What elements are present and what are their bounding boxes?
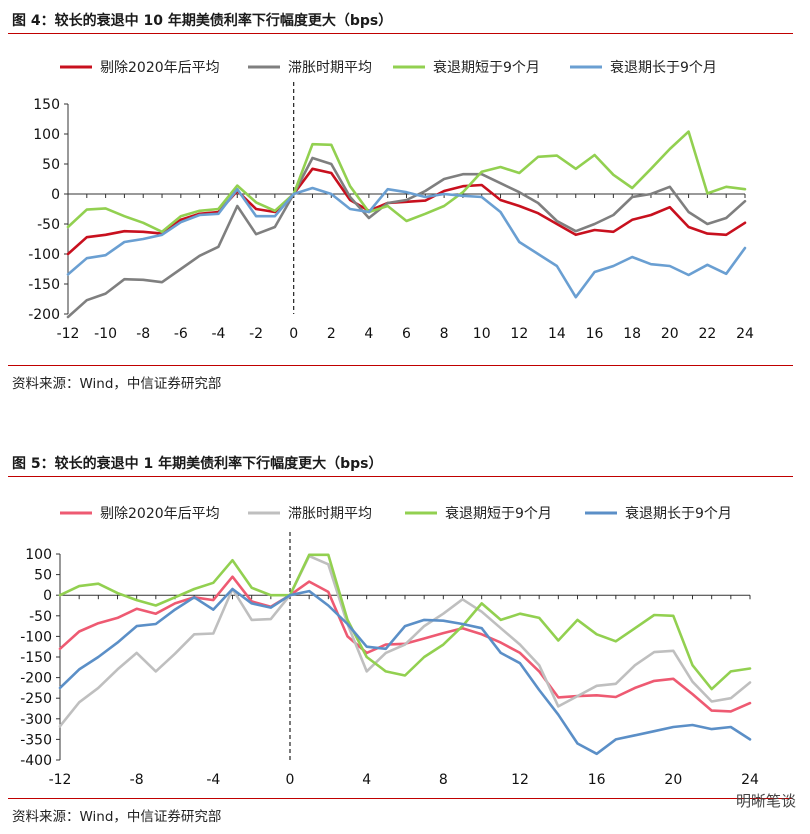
x-tick-label: -8 (136, 326, 150, 342)
legend-label: 衰退期短于9个月 (433, 59, 540, 76)
x-tick-label: -4 (206, 772, 220, 788)
x-tick-label: 10 (473, 326, 491, 342)
figure-5-source: 资料来源：Wind，中信证券研究部 (12, 809, 222, 825)
y-tick-label: -350 (20, 732, 52, 748)
figure-5-bottom-rule (8, 798, 793, 799)
x-tick-label: -12 (49, 772, 72, 788)
figure-4-title: 图 4：较长的衰退中 10 年期美债利率下行幅度更大（bps） (12, 13, 393, 29)
y-tick-label: 0 (43, 588, 52, 604)
x-tick-label: 4 (364, 326, 373, 342)
x-tick-label: 24 (741, 772, 759, 788)
legend-label: 滞胀时期平均 (288, 506, 372, 522)
legend-label: 衰退期长于9个月 (625, 505, 732, 522)
y-tick-label: 100 (33, 127, 60, 143)
chart-1y-yield: 剔除2020年后平均 滞胀时期平均 衰退期短于9个月 衰退期长于9个月 100 50 0 -5… (20, 505, 759, 788)
x-tick-label: 18 (623, 326, 641, 342)
y-tick-label: 50 (34, 568, 52, 584)
y-tick-label: -100 (20, 629, 52, 645)
figure-4-top-rule (8, 33, 793, 34)
x-tick-label: 2 (327, 326, 336, 342)
x-tick-label: 16 (588, 772, 606, 788)
x-tick-label: 0 (286, 772, 295, 788)
y-tick-label: 100 (25, 547, 52, 563)
y-tick-label: -400 (20, 753, 52, 769)
legend-label: 剔除2020年后平均 (100, 506, 220, 522)
series-line (58, 553, 752, 691)
y-tick-label: -200 (20, 671, 52, 687)
x-tick-label: -8 (130, 772, 144, 788)
x-tick-label: 0 (289, 326, 298, 342)
y-tick-label: 0 (51, 187, 60, 203)
x-tick-label: 20 (661, 326, 679, 342)
y-tick-label: 50 (42, 157, 60, 173)
x-tick-label: -12 (57, 326, 80, 342)
figure-5-top-rule (8, 476, 793, 477)
x-tick-label: -4 (211, 326, 225, 342)
y-tick-label: -100 (28, 247, 60, 263)
y-tick-label: 150 (33, 97, 60, 113)
x-tick-label: 24 (736, 326, 754, 342)
series-line (66, 167, 747, 256)
series-line (66, 130, 747, 234)
series-line (66, 156, 747, 319)
x-tick-label: 14 (548, 326, 566, 342)
figure-4-source: 资料来源：Wind，中信证券研究部 (12, 376, 222, 392)
y-tick-label: -50 (29, 609, 52, 625)
y-tick-label: -50 (37, 217, 60, 233)
x-tick-label: 12 (510, 326, 528, 342)
legend-label: 衰退期长于9个月 (610, 59, 717, 76)
y-tick-label: -250 (20, 691, 52, 707)
x-tick-label: -2 (249, 326, 263, 342)
x-tick-label: 12 (511, 772, 529, 788)
y-tick-label: -300 (20, 712, 52, 728)
x-tick-label: 4 (362, 772, 371, 788)
x-tick-label: 20 (664, 772, 682, 788)
series-line (58, 587, 752, 756)
series-line (58, 554, 752, 728)
x-tick-label: 8 (439, 772, 448, 788)
legend-label: 滞胀时期平均 (288, 60, 372, 76)
x-tick-label: -10 (94, 326, 117, 342)
legend-label: 剔除2020年后平均 (100, 60, 220, 76)
chart-10y-yield: 剔除2020年后平均 滞胀时期平均 衰退期短于9个月 衰退期长于9个月15010050… (28, 59, 754, 342)
figure-4-bottom-rule (8, 365, 793, 366)
x-tick-label: 16 (586, 326, 604, 342)
x-tick-label: -6 (174, 326, 188, 342)
series-line (66, 186, 747, 299)
watermark-text: 明晰笔谈 (735, 792, 796, 810)
figure-5-title: 图 5：较长的衰退中 1 年期美债利率下行幅度更大（bps） (12, 456, 383, 472)
x-tick-label: 8 (440, 326, 449, 342)
x-tick-label: 6 (402, 326, 411, 342)
y-tick-label: -150 (28, 277, 60, 293)
y-tick-label: -150 (20, 650, 52, 666)
y-tick-label: -200 (28, 307, 60, 323)
x-tick-label: 22 (698, 326, 716, 342)
legend-label: 衰退期短于9个月 (445, 505, 552, 522)
